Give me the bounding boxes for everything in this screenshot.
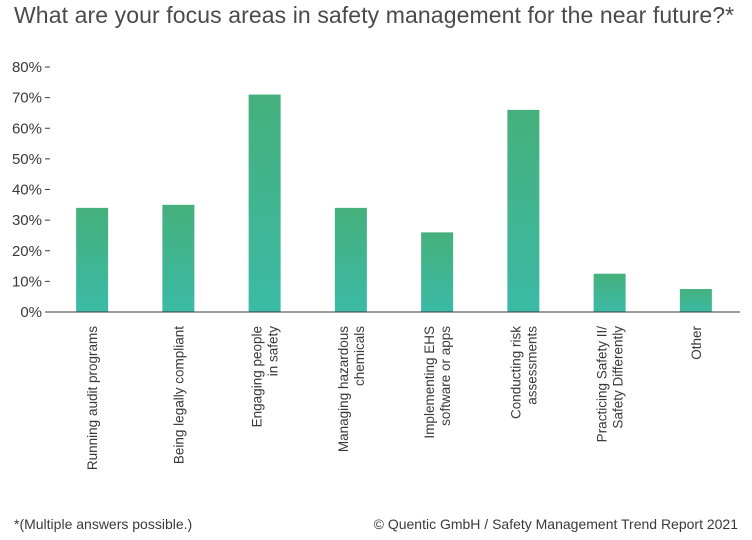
y-tick-label: 0% [20,304,42,321]
x-category-label-line: in safety [266,326,281,377]
bar [679,289,712,312]
x-category-label: Implementing EHSsoftware or apps [422,326,453,439]
x-category-label: Being legally compliant [171,326,186,464]
chart-title: What are your focus areas in safety mana… [14,2,735,28]
y-tick-label: 50% [12,151,42,168]
x-category-label-line: assessments [524,326,539,405]
y-tick-label: 80% [12,59,42,76]
x-category-label-line: Implementing EHS [422,326,437,439]
y-tick-label: 60% [12,120,42,137]
x-category-label-line: Managing hazardous [336,326,351,452]
footnote: *(Multiple answers possible.) [14,516,193,532]
x-category-label: Other [689,325,704,359]
x-category-label: Engaging peoplein safety [250,326,281,428]
x-category-label: Practicing Safety II/Safety Differently [595,326,626,443]
bars [76,94,712,312]
bar [507,109,540,312]
x-category-label-line: Engaging people [250,326,265,427]
x-category-label-line: Other [689,325,704,359]
y-axis: 0% 10% 20% 30% 40% 50% 60% 70% 80% [12,59,50,321]
x-category-label: Running audit programs [85,326,100,470]
bar [593,273,626,312]
x-category-label-line: chemicals [352,326,367,386]
source-credit: © Quentic GmbH / Safety Management Trend… [373,516,738,532]
x-category-label-line: Safety Differently [611,326,626,429]
x-category-label-line: Practicing Safety II/ [595,326,610,443]
bar [421,232,454,312]
x-category-label-line: software or apps [438,326,453,426]
y-tick-label: 40% [12,182,42,199]
bar [76,207,109,312]
x-category-label-line: Being legally compliant [171,326,186,464]
bar [248,94,281,312]
y-tick-label: 30% [12,212,42,229]
y-tick-label: 70% [12,90,42,107]
x-category-label: Managing hazardouschemicals [336,326,367,452]
x-axis-labels: Running audit programs Being legally comp… [85,325,704,470]
bar [334,207,367,312]
y-tick-label: 20% [12,243,42,260]
x-category-label: Conducting riskassessments [508,326,539,419]
x-category-label-line: Running audit programs [85,326,100,470]
y-tick-label: 10% [12,273,42,290]
bar [162,204,195,312]
x-category-label-line: Conducting risk [508,326,523,419]
